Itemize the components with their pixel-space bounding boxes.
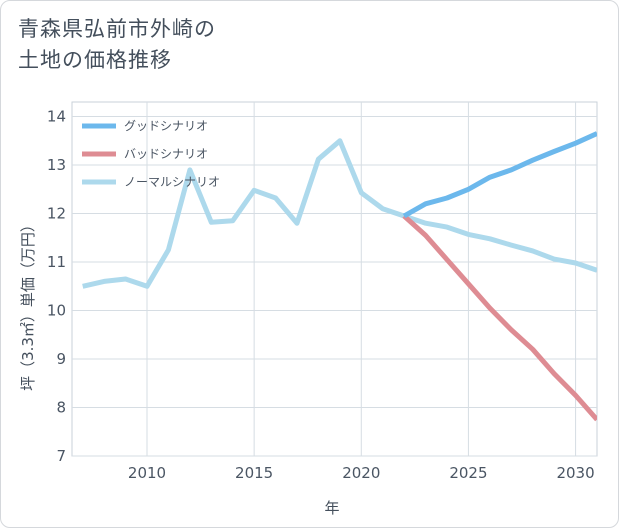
y-tick-label: 11 bbox=[47, 253, 66, 271]
x-tick-label: 2020 bbox=[342, 464, 380, 482]
y-axis-title: 坪（3.3㎡）単価（万円） bbox=[19, 217, 37, 391]
legend-label: バッドシナリオ bbox=[124, 147, 208, 161]
y-tick-label: 10 bbox=[47, 302, 66, 320]
series-line-2 bbox=[82, 138, 597, 289]
y-tick-label: 13 bbox=[47, 156, 66, 174]
x-tick-label: 2025 bbox=[449, 464, 487, 482]
x-tick-label: 2030 bbox=[556, 464, 594, 482]
series-line-1 bbox=[402, 214, 597, 422]
chart-title-line-2: 土地の価格推移 bbox=[18, 48, 172, 72]
x-axis-title: 年 bbox=[324, 499, 339, 517]
series-lines bbox=[82, 131, 597, 422]
y-tick-label: 14 bbox=[47, 108, 66, 126]
chart-title-line-1: 青森県弘前市外崎の bbox=[18, 17, 216, 41]
x-tick-label: 2010 bbox=[128, 464, 166, 482]
x-tick-label: 2015 bbox=[235, 464, 273, 482]
y-tick-label: 12 bbox=[47, 205, 66, 223]
tick-labels: 7 8 9 10 11 12 13 14 2010 2015 2020 2025 2030 bbox=[47, 108, 595, 482]
legend-label: ノーマルシナリオ bbox=[124, 175, 220, 189]
y-tick-label: 7 bbox=[56, 447, 66, 465]
y-tick-label: 8 bbox=[56, 399, 66, 417]
y-tick-label: 9 bbox=[56, 350, 66, 368]
chart-title: 青森県弘前市外崎の 土地の価格推移 bbox=[18, 14, 216, 76]
series-line-0 bbox=[402, 131, 597, 219]
legend-label: グッドシナリオ bbox=[124, 119, 208, 133]
